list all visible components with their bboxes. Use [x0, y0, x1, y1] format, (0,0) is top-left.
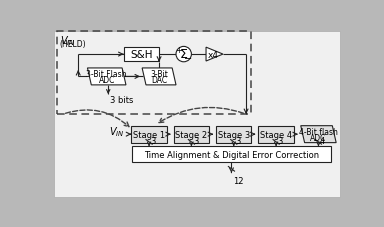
Text: 4-Bit flash: 4-Bit flash: [299, 127, 338, 136]
Text: 3 bits: 3 bits: [110, 96, 133, 104]
Polygon shape: [206, 48, 223, 62]
Bar: [124, 48, 159, 62]
Text: 3: 3: [235, 136, 241, 145]
Text: 3: 3: [193, 136, 198, 145]
Text: (HELD): (HELD): [60, 39, 86, 49]
Text: 3-Bit Flash: 3-Bit Flash: [86, 69, 127, 79]
Text: $V_{IN}$: $V_{IN}$: [109, 125, 124, 138]
Text: Stage 1: Stage 1: [133, 130, 165, 139]
Bar: [132, 147, 331, 162]
Text: ADC: ADC: [99, 76, 115, 85]
Circle shape: [176, 47, 191, 62]
Text: +: +: [175, 46, 182, 55]
Bar: [57, 32, 251, 115]
Text: $V_{IN}$: $V_{IN}$: [60, 34, 75, 48]
Text: Stage 2: Stage 2: [175, 130, 207, 139]
Bar: [131, 126, 167, 143]
Text: DAC: DAC: [151, 76, 167, 85]
Polygon shape: [88, 69, 126, 86]
Text: 12: 12: [233, 176, 243, 185]
Text: Stage 4: Stage 4: [260, 130, 292, 139]
Text: x4: x4: [207, 50, 218, 59]
Polygon shape: [301, 126, 336, 143]
Bar: [174, 126, 209, 143]
Text: Σ: Σ: [180, 48, 188, 61]
Text: 3: 3: [151, 136, 156, 145]
Text: 4: 4: [320, 136, 325, 145]
Bar: [258, 126, 294, 143]
Text: Stage 3: Stage 3: [218, 130, 250, 139]
Bar: [216, 126, 252, 143]
Text: 3: 3: [278, 136, 283, 145]
Polygon shape: [142, 69, 176, 86]
Text: Time Alignment & Digital Error Correction: Time Alignment & Digital Error Correctio…: [144, 150, 319, 159]
Text: 3-Bit: 3-Bit: [150, 69, 168, 79]
Text: −: −: [184, 54, 192, 64]
Text: S&H: S&H: [130, 50, 152, 60]
Text: ADC: ADC: [310, 133, 327, 142]
